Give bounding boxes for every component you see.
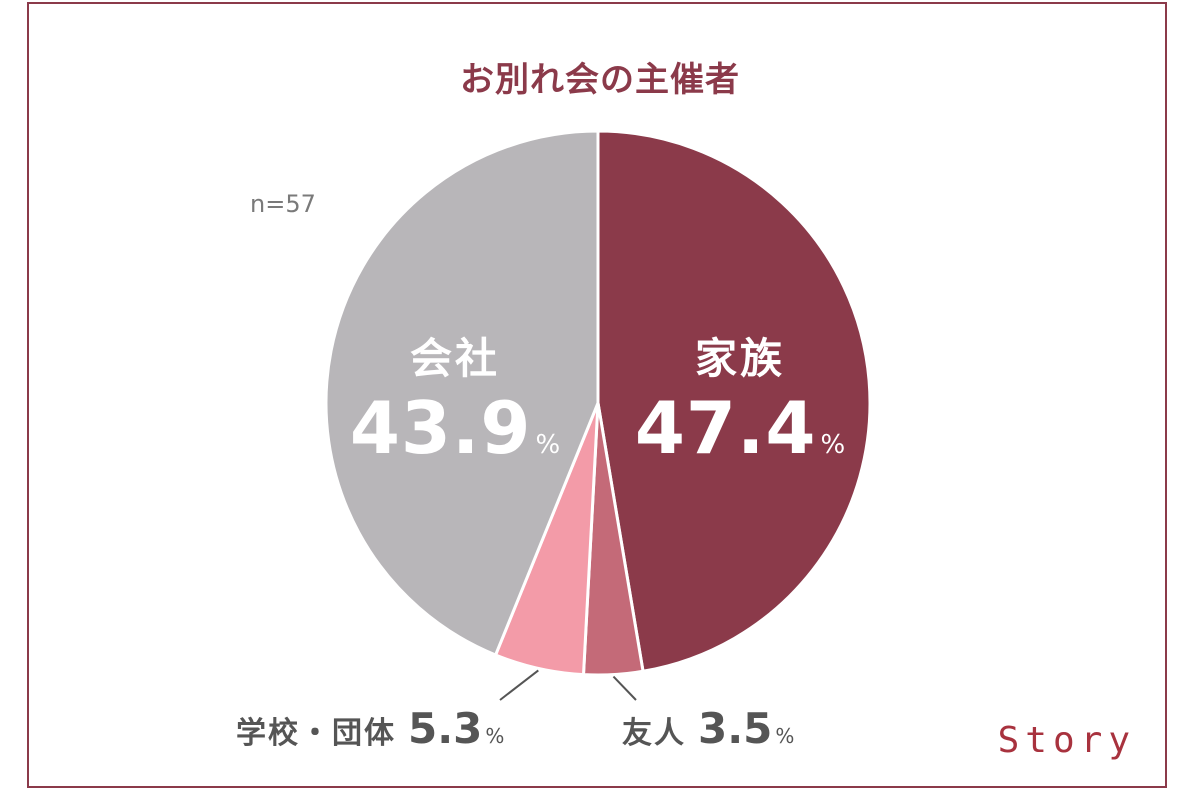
chart-title: お別れ会の主催者	[460, 60, 740, 100]
slice-unit-company: %	[535, 430, 561, 460]
slice-value-friend: 3.5	[698, 704, 773, 753]
slice-value-company: 43.9	[349, 386, 532, 470]
story-logo: Story	[997, 720, 1136, 761]
slice-unit-school: %	[485, 724, 505, 748]
slice-name-family: 家族	[694, 334, 785, 383]
pie-slice-0	[596, 129, 872, 673]
slice-label-family: 家族 47.4%	[630, 334, 850, 465]
leader-line-2	[499, 669, 539, 701]
slice-name-school: 学校・団体	[236, 716, 396, 751]
slice-label-friend: 友人 3.5%	[622, 704, 794, 753]
slice-name-friend: 友人	[622, 716, 686, 751]
leader-line-1	[612, 675, 637, 701]
sample-size-label: n=57	[250, 190, 316, 218]
slice-value-family: 47.4	[634, 386, 817, 470]
slice-name-company: 会社	[409, 334, 500, 383]
slice-unit-family: %	[820, 430, 846, 460]
slice-label-company: 会社 43.9%	[345, 334, 565, 465]
slice-unit-friend: %	[775, 724, 795, 748]
pie-slice-3	[324, 129, 600, 657]
slice-value-school: 5.3	[408, 704, 483, 753]
slice-label-school: 学校・団体 5.3%	[236, 704, 504, 753]
